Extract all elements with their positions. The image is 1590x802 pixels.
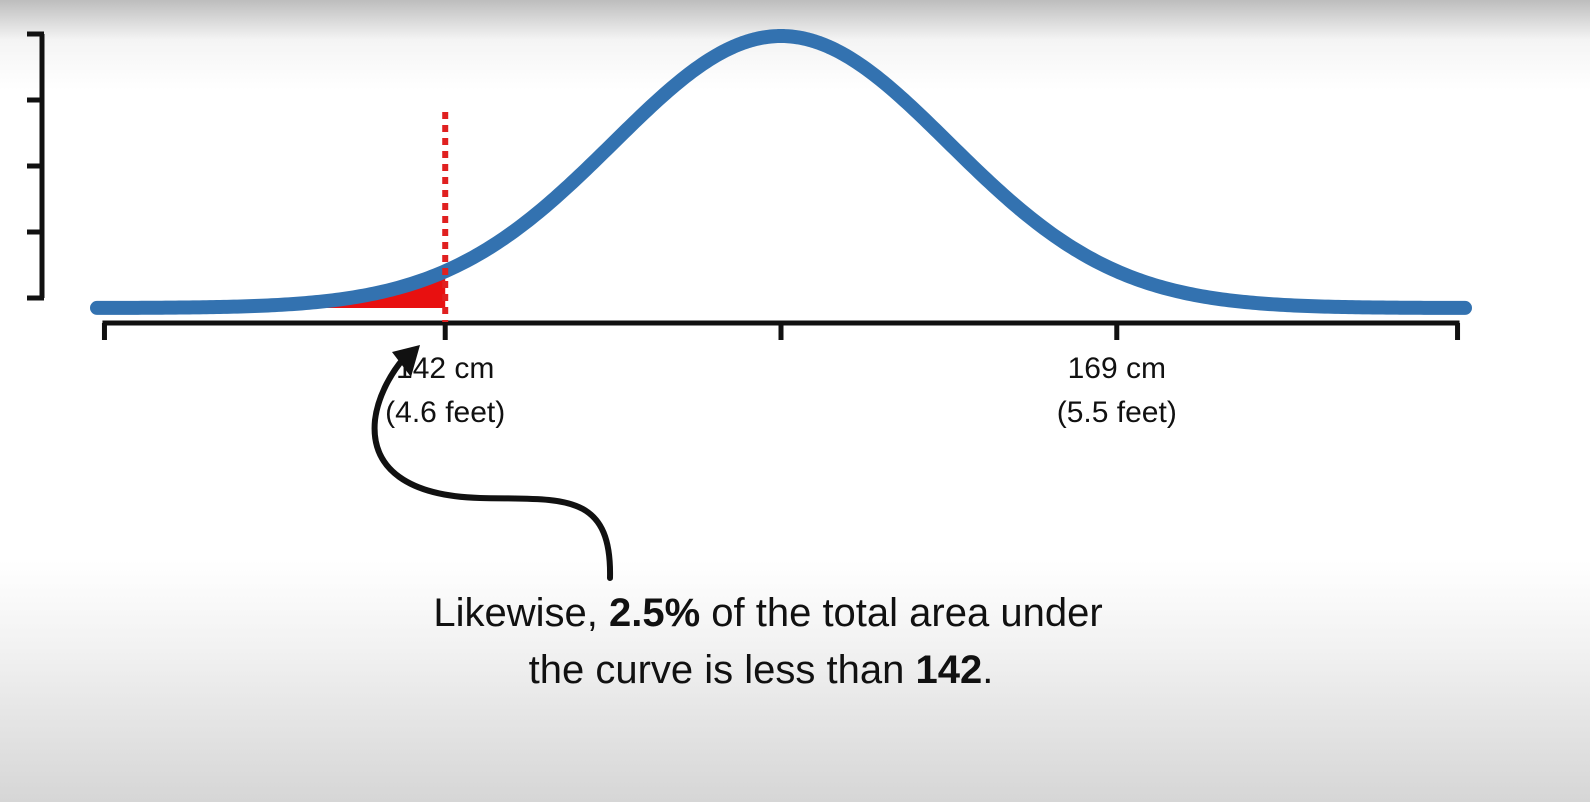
bell-curve-line — [90, 29, 1472, 315]
x-axis: 142 cm(4.6 feet)169 cm(5.5 feet) — [101, 320, 1461, 429]
x-tick-label-0-line-2: (4.6 feet) — [385, 396, 505, 429]
curved-arrow-icon — [371, 345, 614, 581]
caption-line-1: Likewise, 2.5% of the total area under — [433, 591, 1102, 635]
y-axis — [27, 31, 45, 301]
caption-line-2: the curve is less than 142. — [529, 648, 994, 692]
x-tick-label-2-line-2: (5.5 feet) — [1057, 396, 1177, 429]
x-axis-tick-labels: 142 cm(4.6 feet)169 cm(5.5 feet) — [385, 352, 1177, 429]
y-axis-ticks — [27, 31, 44, 301]
x-tick-label-2-line-1: 169 cm — [1068, 352, 1166, 385]
x-axis-ticks — [101, 323, 1461, 340]
